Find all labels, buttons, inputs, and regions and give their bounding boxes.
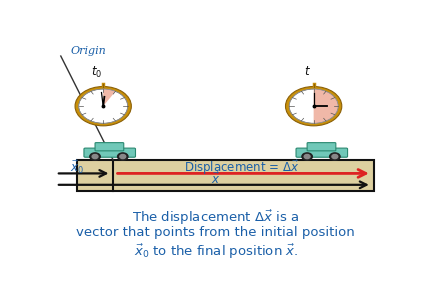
Circle shape [289,89,338,123]
Circle shape [90,153,100,160]
Circle shape [75,86,131,126]
FancyBboxPatch shape [296,148,348,157]
Circle shape [120,155,126,159]
Text: $t_0$: $t_0$ [91,65,102,80]
Text: $\vec{x}$: $\vec{x}$ [211,172,221,187]
Circle shape [92,155,98,159]
Circle shape [79,89,128,123]
Wedge shape [314,89,338,123]
Circle shape [302,153,312,160]
Text: Displacement = $\Delta\vec{x}$: Displacement = $\Delta\vec{x}$ [184,159,299,177]
Text: $\vec{x}_0$ to the final position $\vec{x}$.: $\vec{x}_0$ to the final position $\vec{… [133,243,298,261]
Text: vector that points from the initial position: vector that points from the initial posi… [76,226,355,239]
Circle shape [332,155,338,159]
Circle shape [285,86,342,126]
FancyBboxPatch shape [84,148,136,157]
Text: $t$: $t$ [304,65,311,78]
Wedge shape [103,89,115,106]
Text: $\vec{x}_0$: $\vec{x}_0$ [70,159,84,176]
Bar [77,160,374,191]
Circle shape [304,155,310,159]
Circle shape [117,153,128,160]
Circle shape [330,153,340,160]
Text: The displacement $\Delta\vec{x}$ is a: The displacement $\Delta\vec{x}$ is a [132,209,299,227]
FancyBboxPatch shape [95,143,124,151]
FancyBboxPatch shape [307,143,336,151]
Text: Origin: Origin [71,46,107,57]
